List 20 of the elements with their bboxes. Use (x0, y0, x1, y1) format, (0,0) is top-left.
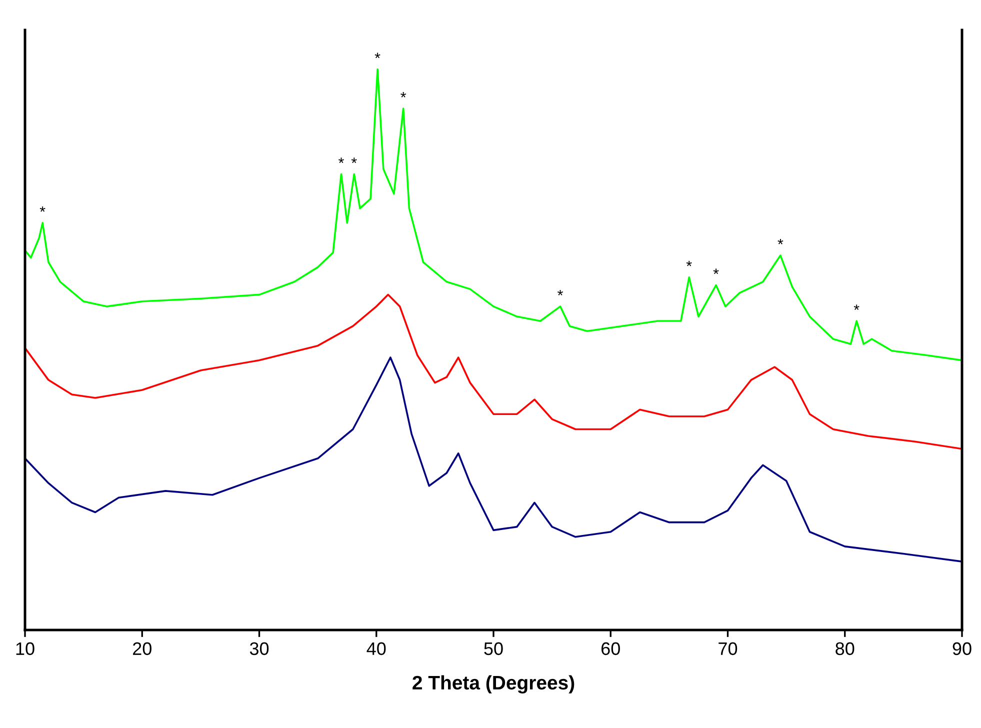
x-tick-label: 80 (836, 642, 854, 656)
x-tick-label: 30 (250, 642, 269, 656)
annotation: * (558, 290, 563, 296)
annotation: * (400, 92, 406, 98)
x-tick-label: 40 (366, 642, 386, 656)
annotation: * (686, 260, 692, 266)
x-axis-title: 2 Theta (Degrees) (412, 675, 574, 694)
x-tick-label: 50 (484, 642, 503, 656)
annotation: * (854, 304, 860, 310)
x-tick-label: 70 (718, 642, 738, 656)
x-tick-label: 60 (602, 642, 620, 656)
x-tick-label: 20 (132, 642, 152, 656)
annotation: * (351, 158, 357, 164)
annotation: * (713, 268, 719, 274)
annotation: * (338, 158, 344, 164)
annotation: * (40, 206, 46, 212)
x-tick-label: 10 (16, 642, 34, 656)
annotation: * (778, 238, 784, 244)
x-tick-label: 90 (952, 642, 972, 656)
annotation: * (374, 52, 380, 58)
